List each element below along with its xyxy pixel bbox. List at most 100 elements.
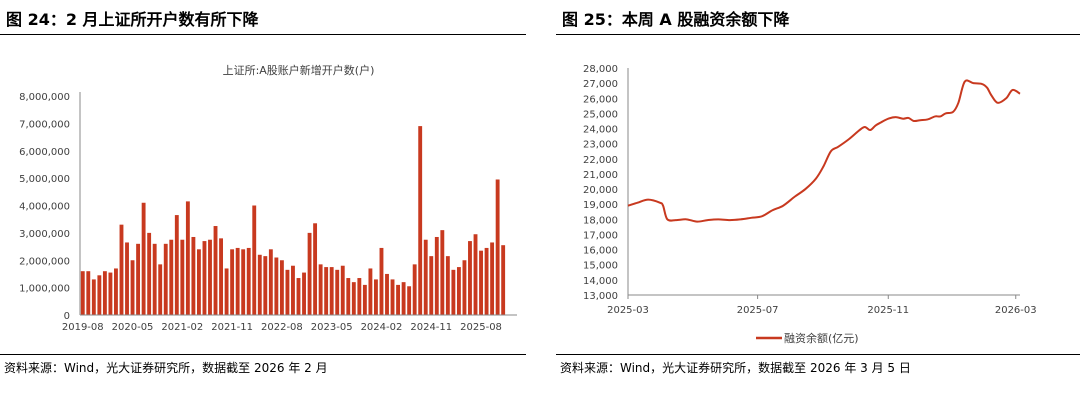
y-tick-label: 28,000 bbox=[583, 64, 618, 75]
bar bbox=[158, 264, 163, 315]
y-tick-label: 7,000,000 bbox=[19, 119, 70, 130]
x-tick-label: 2020-05 bbox=[112, 322, 154, 333]
y-tick-label: 4,000,000 bbox=[19, 202, 70, 213]
bar bbox=[307, 232, 312, 316]
x-tick-label: 2023-05 bbox=[311, 322, 353, 333]
bar bbox=[114, 268, 118, 315]
bar bbox=[296, 278, 301, 315]
y-tick-label: 15,000 bbox=[583, 261, 618, 272]
y-tick-label: 1,000,000 bbox=[19, 284, 70, 295]
bar bbox=[86, 271, 91, 315]
bar-chart-new-accounts: 上证所:A股账户新增开户数(户) 0 1,000,000 2,000,000 3,000… bbox=[19, 63, 517, 333]
chart-panel-margin-balance: 图 25：本周 A 股融资余额下降 13,000 14,000 15,000 16,0… bbox=[556, 0, 1080, 400]
x-tick-label: 2025-11 bbox=[867, 305, 909, 316]
bar bbox=[185, 201, 190, 315]
bar bbox=[329, 267, 334, 315]
source-note: 资料来源：Wind，光大证券研究所，数据截至 2026 年 2 月 bbox=[4, 361, 328, 375]
bar bbox=[318, 264, 323, 315]
bar bbox=[374, 279, 378, 315]
bar bbox=[473, 234, 478, 315]
y-tick-label: 22,000 bbox=[583, 155, 618, 166]
bar bbox=[196, 249, 201, 315]
bar bbox=[501, 245, 506, 315]
bar bbox=[479, 250, 483, 315]
chart-title: 上证所:A股账户新增开户数(户) bbox=[223, 63, 375, 77]
x-tick-label: 2021-02 bbox=[161, 322, 203, 333]
bar bbox=[257, 254, 262, 315]
bar bbox=[362, 284, 367, 315]
bar bbox=[108, 272, 113, 315]
y-tick-label: 20,000 bbox=[583, 185, 618, 196]
title-rule bbox=[556, 34, 1080, 35]
x-tick-label: 2025-03 bbox=[607, 305, 649, 316]
bar bbox=[268, 249, 273, 315]
bar bbox=[346, 278, 351, 315]
bar bbox=[368, 268, 373, 315]
bar bbox=[302, 272, 306, 315]
y-tick-label: 19,000 bbox=[583, 200, 618, 211]
bar bbox=[390, 279, 395, 315]
x-tick-label: 2025-07 bbox=[737, 305, 779, 316]
bar bbox=[208, 239, 212, 315]
bar bbox=[191, 236, 196, 315]
bar bbox=[136, 243, 141, 315]
y-tick-label: 3,000,000 bbox=[19, 229, 70, 240]
bar bbox=[102, 271, 107, 315]
bar bbox=[418, 126, 423, 315]
y-tick-label: 2,000,000 bbox=[19, 256, 70, 267]
bar bbox=[279, 260, 284, 315]
bar bbox=[147, 232, 152, 316]
bar bbox=[324, 267, 329, 315]
x-tick-label: 2026-03 bbox=[995, 305, 1037, 316]
bar bbox=[445, 256, 450, 315]
bar bbox=[379, 247, 384, 315]
bar bbox=[407, 286, 412, 315]
bar bbox=[340, 265, 345, 315]
bar bbox=[125, 242, 129, 315]
x-tick-label: 2025-08 bbox=[460, 322, 502, 333]
y-tick-label: 26,000 bbox=[583, 94, 618, 105]
bar bbox=[97, 275, 102, 315]
bar bbox=[91, 279, 96, 315]
bar bbox=[423, 239, 428, 315]
y-tick-label: 25,000 bbox=[583, 109, 618, 120]
bar bbox=[235, 247, 240, 315]
bar bbox=[456, 267, 461, 315]
y-tick-label: 23,000 bbox=[583, 140, 618, 151]
y-tick-label: 16,000 bbox=[583, 246, 618, 257]
bar bbox=[163, 243, 168, 315]
bar bbox=[429, 256, 434, 315]
y-tick-label: 27,000 bbox=[583, 79, 618, 90]
x-tick-label: 2022-08 bbox=[261, 322, 303, 333]
bar bbox=[396, 284, 400, 315]
y-tick-label: 18,000 bbox=[583, 215, 618, 226]
x-tick-label: 2024-02 bbox=[361, 322, 403, 333]
bar bbox=[335, 269, 340, 315]
bar bbox=[230, 249, 235, 315]
panel-title: 图 25：本周 A 股融资余额下降 bbox=[562, 10, 790, 29]
bar bbox=[80, 271, 85, 315]
x-tick-label: 2019-08 bbox=[62, 322, 104, 333]
x-tick-label: 2021-11 bbox=[211, 322, 253, 333]
source-note: 资料来源：Wind，光大证券研究所，数据截至 2026 年 3 月 5 日 bbox=[560, 361, 911, 375]
bar bbox=[174, 215, 179, 315]
bar bbox=[141, 202, 146, 315]
y-tick-label: 17,000 bbox=[583, 230, 618, 241]
bar bbox=[291, 265, 295, 315]
x-tick-label: 2024-11 bbox=[410, 322, 452, 333]
title-rule bbox=[0, 34, 526, 35]
bar bbox=[224, 268, 229, 315]
y-tick-label: 8,000,000 bbox=[19, 92, 70, 103]
line-chart-margin-balance: 13,000 14,000 15,000 16,000 17,000 18,000 19,0… bbox=[583, 64, 1037, 345]
bar bbox=[263, 256, 268, 315]
bar bbox=[119, 224, 124, 315]
bar bbox=[169, 239, 174, 315]
source-rule bbox=[556, 354, 1080, 355]
y-tick-label: 5,000,000 bbox=[19, 174, 70, 185]
bar bbox=[385, 273, 389, 315]
bar bbox=[180, 239, 185, 315]
bar bbox=[484, 247, 489, 315]
bar bbox=[401, 282, 406, 315]
bar bbox=[246, 247, 251, 315]
bar bbox=[351, 282, 356, 315]
